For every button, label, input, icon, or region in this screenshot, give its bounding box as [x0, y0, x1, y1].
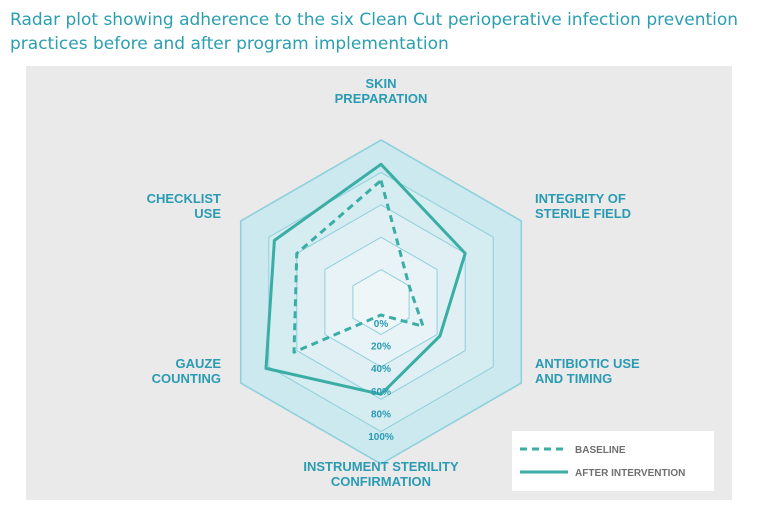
radial-tick-labels: 0% 20% 40% 60% 80% 100% — [368, 319, 394, 443]
legend-label-after-intervention: AFTER INTERVENTION — [575, 468, 685, 479]
series-baseline — [292, 179, 425, 354]
tick-label-40: 40% — [371, 364, 391, 375]
tick-label-80: 80% — [371, 409, 391, 420]
legend-box — [512, 431, 714, 491]
series-after-intervention — [264, 162, 467, 396]
axis-label-antibiotic-use-and-timing: ANTIBIOTIC USE AND TIMING — [535, 356, 640, 386]
axis-label-checklist-use: CHECKLIST USE — [147, 191, 222, 221]
legend-label-baseline: BASELINE — [575, 445, 626, 456]
axis-label-gauze-counting: GAUZE COUNTING — [152, 356, 222, 386]
axis-label-instrument-sterility-confirmation: INSTRUMENT STERILITY CONFIRMATION — [303, 459, 459, 489]
legend: BASELINE AFTER INTERVENTION — [512, 431, 714, 491]
series-lines — [264, 162, 467, 396]
tick-label-60: 60% — [371, 387, 391, 398]
axis-label-skin-preparation: SKIN PREPARATION — [335, 76, 428, 106]
axis-label-integrity-of-sterile-field: INTEGRITY OF STERILE FIELD — [535, 191, 631, 221]
tick-label-20: 20% — [371, 342, 391, 353]
tick-label-100: 100% — [368, 432, 394, 443]
chart-title: Radar plot showing adherence to the six … — [10, 10, 739, 54]
axis-labels: SKIN PREPARATION INTEGRITY OF STERILE FIELD… — [147, 76, 640, 489]
tick-label-0: 0% — [374, 319, 389, 330]
